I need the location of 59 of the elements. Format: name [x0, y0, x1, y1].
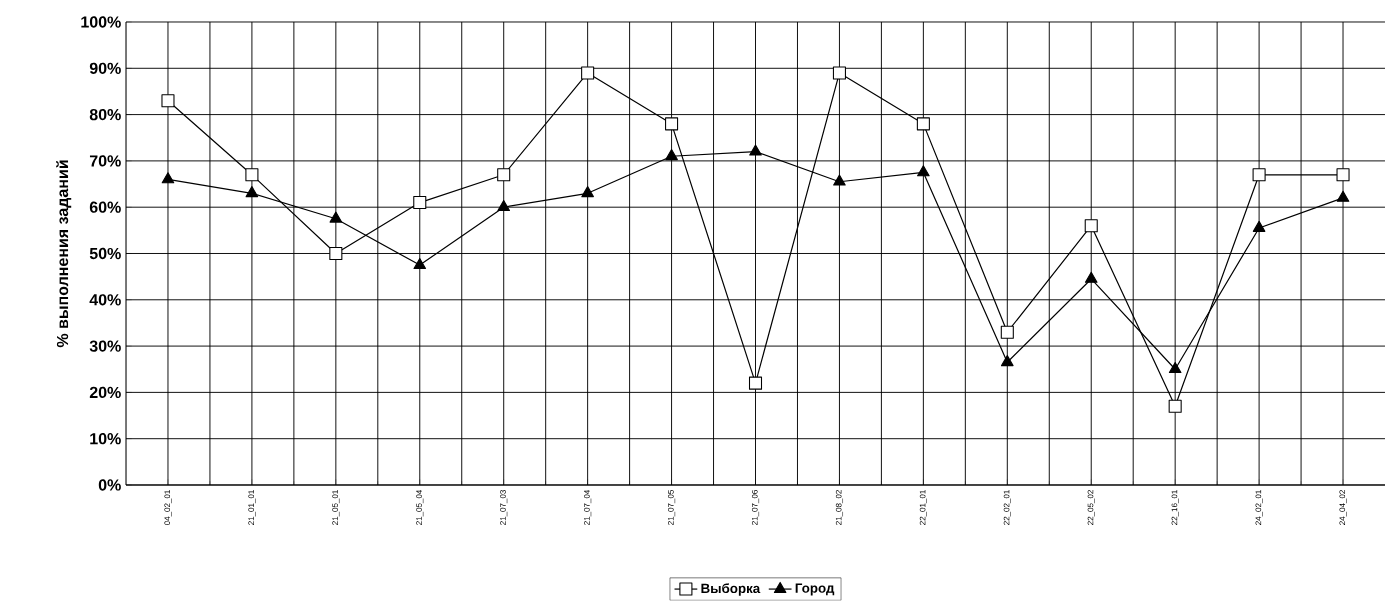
point: [665, 117, 679, 131]
point: [1084, 271, 1098, 284]
x-tick-label: 21_01_01: [248, 490, 256, 526]
x-tick-label: 22_02_01: [1003, 490, 1011, 526]
point: [1336, 168, 1350, 182]
y-tick-label: 70%: [89, 155, 121, 167]
point: [497, 200, 511, 212]
y-tick-label: 90%: [89, 62, 121, 75]
legend-label: Выборка: [701, 583, 761, 596]
y-tick-label: 20%: [89, 386, 121, 399]
y-tick-label: 30%: [89, 340, 121, 352]
legend-label: Город: [795, 583, 835, 596]
y-axis-title: % выполнения заданий: [56, 160, 72, 348]
point: [581, 66, 595, 80]
x-tick-label: 22_05_02: [1087, 490, 1095, 526]
point: [245, 186, 259, 198]
point: [1000, 325, 1014, 339]
point: [1084, 219, 1098, 233]
point: [833, 174, 846, 186]
x-tick-label: 24_02_01: [1255, 490, 1263, 526]
point: [1336, 190, 1350, 203]
point: [749, 144, 762, 156]
point: [748, 376, 763, 390]
x-tick-label: 21_05_04: [416, 490, 424, 526]
point: [1252, 168, 1266, 182]
x-tick-label: 21_07_05: [667, 490, 676, 526]
x-tick-label: 22_01_01: [919, 490, 927, 526]
point: [1000, 355, 1014, 367]
y-tick-label: 0%: [98, 479, 121, 491]
point: [832, 66, 846, 80]
point: [329, 247, 343, 261]
y-tick-label: 40%: [89, 294, 121, 306]
point: [497, 168, 511, 182]
point: [1252, 221, 1266, 233]
y-tick-label: 50%: [89, 248, 121, 260]
y-tick-label: 100%: [81, 16, 121, 28]
x-tick-label: 24_04_02: [1339, 490, 1347, 526]
x-tick-label: 21_07_06: [751, 490, 760, 526]
point: [245, 168, 259, 182]
point: [916, 117, 930, 131]
x-tick-label: 21_07_04: [584, 490, 592, 526]
point: [581, 186, 594, 198]
x-tick-label: 04_02_01: [164, 490, 172, 526]
y-tick-label: 10%: [90, 433, 121, 445]
point: [161, 94, 175, 108]
x-tick-label: 21_08_02: [835, 490, 844, 526]
point: [329, 211, 343, 223]
y-tick-label: 60%: [89, 201, 121, 214]
point: [413, 258, 427, 270]
point: [917, 165, 930, 177]
point: [665, 149, 678, 161]
x-tick-label: 21_05_01: [332, 490, 340, 526]
y-tick-label: 80%: [89, 109, 121, 121]
point: [1168, 362, 1182, 374]
point: [413, 196, 427, 210]
point: [161, 172, 175, 184]
x-tick-label: 22_16_01: [1171, 490, 1179, 526]
x-tick-label: 21_07_03: [500, 490, 508, 526]
point: [1168, 399, 1182, 414]
